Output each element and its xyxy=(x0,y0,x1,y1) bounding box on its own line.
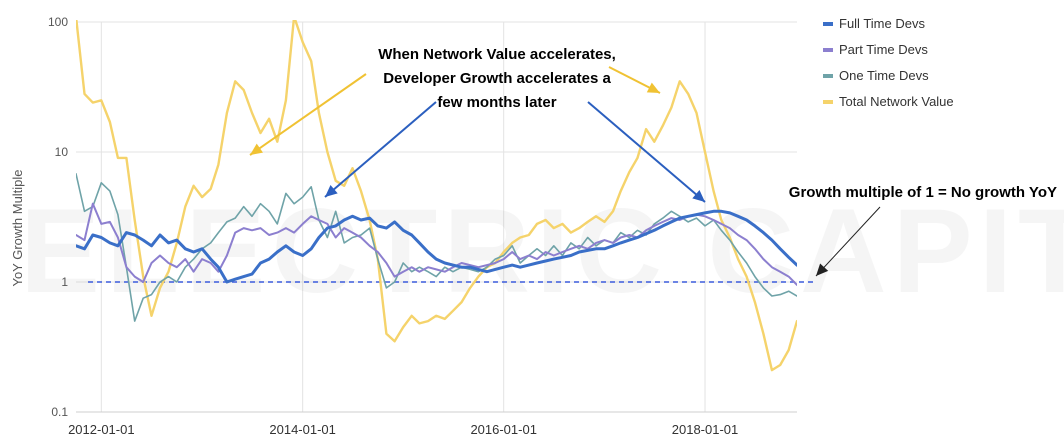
series-group xyxy=(76,20,797,372)
legend: Full Time Devs Part Time Devs One Time Dev… xyxy=(823,16,954,109)
arrow-developer-growth-2014 xyxy=(324,101,437,198)
legend-swatch xyxy=(823,22,833,26)
x-axis: 2012-01-01 2014-01-01 2016-01-01 2018-01-01 xyxy=(68,422,738,437)
arrow-no-growth xyxy=(815,206,881,277)
arrow-developer-growth-2018-head xyxy=(692,190,705,202)
watermark: ELECTRIC CAPITAL xyxy=(20,184,1064,318)
arrow-network-value-head xyxy=(250,143,263,155)
y-tick-label: 100 xyxy=(48,15,68,29)
x-tick-label: 2018-01-01 xyxy=(672,422,739,437)
legend-swatch xyxy=(823,48,833,52)
series-line-full-time-devs xyxy=(76,209,797,284)
x-tick-label: 2014-01-01 xyxy=(269,422,336,437)
annotation-developer-growth: Developer Growth accelerates a xyxy=(383,70,611,87)
legend-swatch xyxy=(823,100,833,104)
y-axis: 0.1 1 10 100 xyxy=(48,15,68,419)
annotations: When Network Value accelerates, Develope… xyxy=(378,46,1057,201)
arrow-network-value xyxy=(249,73,367,156)
legend-label: One Time Devs xyxy=(839,68,929,83)
series-line-total-network-value xyxy=(76,20,797,372)
arrow-developer-growth-2014-head xyxy=(325,185,338,197)
legend-swatch xyxy=(823,74,833,78)
annotation-no-growth: Growth multiple of 1 = No growth YoY xyxy=(789,184,1057,201)
y-axis-label: YoY Growth Multiple xyxy=(10,169,25,286)
annotation-arrows xyxy=(249,66,881,277)
y-tick-label: 0.1 xyxy=(51,405,68,419)
arrow-developer-growth-2018 xyxy=(587,101,706,203)
arrow-network-value-peak-head xyxy=(646,82,660,93)
series-line-one-time-devs xyxy=(76,173,797,322)
y-tick-label: 10 xyxy=(55,145,69,159)
annotation-network-value: When Network Value accelerates, xyxy=(378,46,616,63)
legend-label: Total Network Value xyxy=(839,94,954,109)
legend-label: Full Time Devs xyxy=(839,16,925,31)
legend-label: Part Time Devs xyxy=(839,42,928,57)
annotation-developer-growth-line2: few months later xyxy=(437,94,556,111)
x-tick-label: 2016-01-01 xyxy=(470,422,537,437)
y-tick-label: 1 xyxy=(61,275,68,289)
arrow-no-growth-head xyxy=(816,263,829,276)
x-tick-label: 2012-01-01 xyxy=(68,422,135,437)
